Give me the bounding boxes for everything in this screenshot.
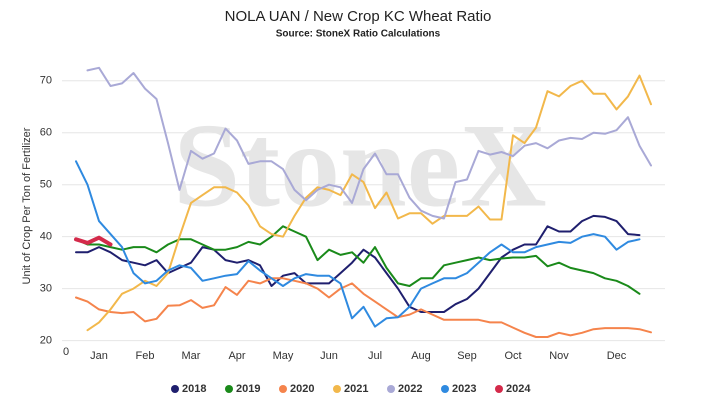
y-axis-label: Unit of Crop Per Ton of Fertilizer [21,127,33,284]
y-tick-label: 60 [40,127,52,139]
y-tick-label: 50 [40,179,52,191]
legend-marker [495,385,503,393]
series-line [75,277,652,338]
x-tick-label: May [273,350,294,362]
legend-marker [279,385,287,393]
x-tick-label: Apr [228,350,245,362]
series-line [86,74,652,332]
legend-label: 2020 [290,383,314,395]
series-line [75,225,641,295]
legend-marker [387,385,395,393]
x-tick-label: Mar [182,350,201,362]
legend-label: 2021 [344,383,368,395]
x-tick-label: Jan [90,350,108,362]
x-tick-label: Dec [607,350,627,362]
y-tick-label: 70 [40,75,52,87]
x-tick-label: Jun [320,350,338,362]
x-tick-label: Nov [549,350,569,362]
legend-label: 2022 [398,383,422,395]
corner-label: 0 [63,346,69,358]
legend-marker [225,385,233,393]
chart-subtitle: Source: StoneX Ratio Calculations [276,29,441,40]
legend-label: 2019 [236,383,260,395]
chart-title: NOLA UAN / New Crop KC Wheat Ratio [225,8,492,25]
legend-label: 2024 [506,383,531,395]
x-tick-label: Feb [136,350,155,362]
series-line [86,66,652,220]
series-line [75,160,641,328]
x-tick-label: Oct [504,350,521,362]
x-tick-label: Sep [457,350,477,362]
legend-marker [441,385,449,393]
x-tick-label: Jul [368,350,382,362]
legend-marker [171,385,179,393]
watermark: StoneX [173,99,546,232]
y-tick-label: 30 [40,283,52,295]
y-tick-label: 40 [40,231,52,243]
legend-label: 2018 [182,383,206,395]
legend-marker [333,385,341,393]
y-tick-label: 20 [40,335,52,347]
legend-label: 2023 [452,383,476,395]
series-line [74,235,113,247]
x-tick-label: Aug [411,350,431,362]
